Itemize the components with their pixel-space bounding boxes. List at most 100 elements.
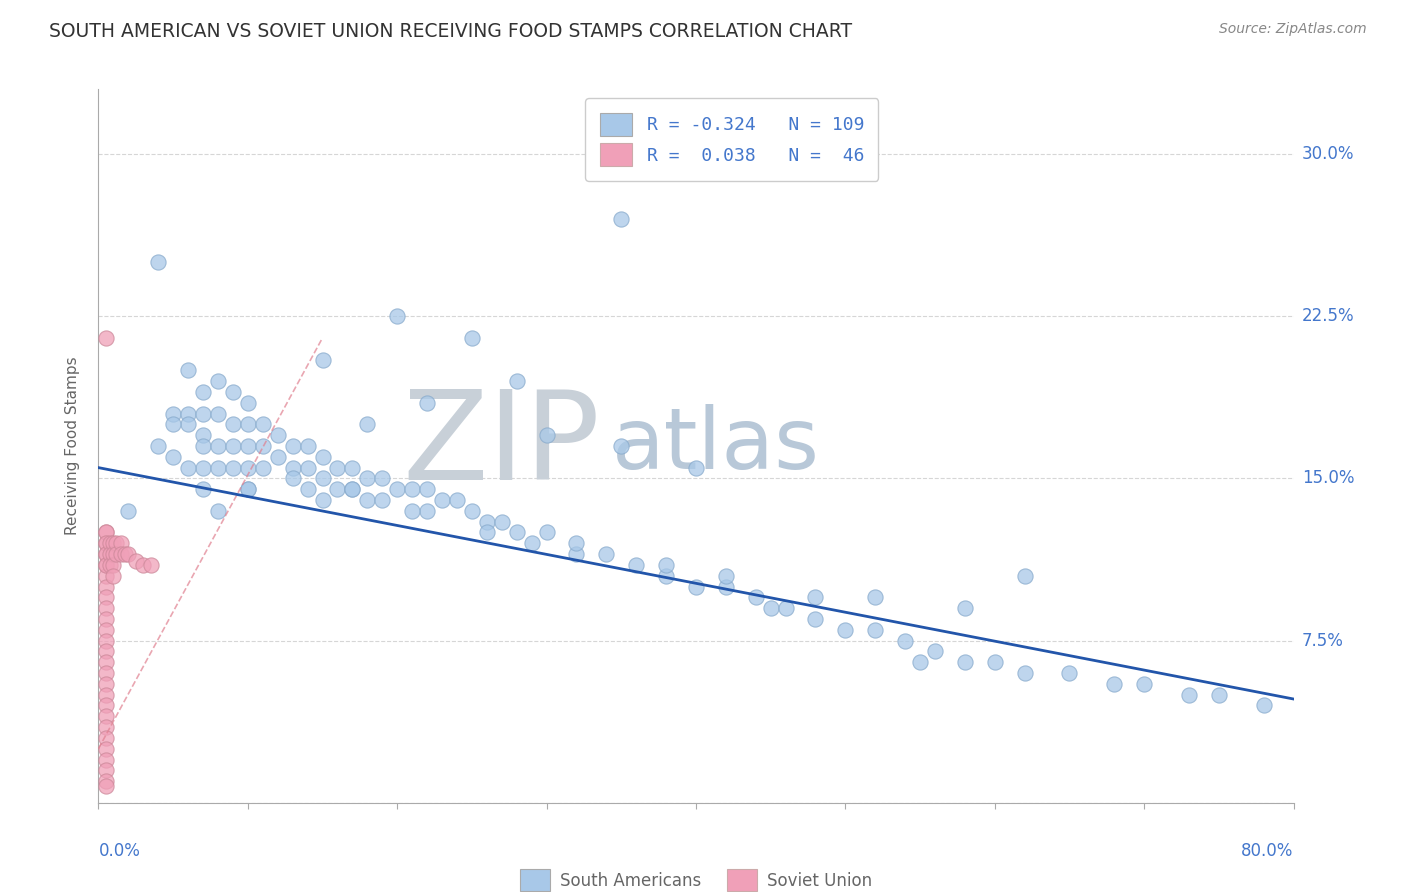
Point (98, 558, 122, 572)
Point (94, 779, 117, 793)
Point (610, 439, 633, 453)
Point (207, 407, 229, 421)
Text: 7.5%: 7.5% (1302, 632, 1344, 649)
Text: ZIP: ZIP (402, 385, 600, 507)
Point (125, 553, 148, 567)
Point (865, 623, 887, 637)
Point (162, 450, 184, 464)
Point (222, 439, 245, 453)
Point (94, 612, 117, 626)
Point (94, 633, 117, 648)
Point (565, 547, 588, 561)
Point (94, 623, 117, 637)
Point (461, 504, 484, 518)
Point (110, 547, 132, 561)
Point (191, 460, 214, 475)
Point (222, 460, 245, 475)
Point (685, 580, 707, 594)
Point (865, 591, 887, 605)
Point (177, 460, 200, 475)
Point (1253, 698, 1275, 713)
Point (94, 568, 117, 582)
Point (834, 623, 856, 637)
Point (252, 460, 274, 475)
Point (94, 536, 117, 550)
Point (401, 482, 423, 496)
Point (94, 688, 117, 702)
Point (745, 591, 768, 605)
Point (775, 601, 797, 615)
Point (94, 331, 117, 345)
Point (191, 439, 214, 453)
Point (356, 493, 378, 508)
Point (311, 471, 333, 485)
Point (326, 460, 349, 475)
Point (311, 493, 333, 508)
Point (103, 547, 125, 561)
Point (94, 774, 117, 789)
Point (385, 310, 409, 324)
Text: 30.0%: 30.0% (1302, 145, 1354, 163)
Point (281, 460, 304, 475)
Point (461, 331, 484, 345)
Text: 80.0%: 80.0% (1241, 842, 1294, 860)
Point (177, 417, 200, 432)
Point (94, 698, 117, 713)
Point (207, 439, 229, 453)
Point (1059, 666, 1081, 681)
Point (177, 363, 200, 377)
Point (506, 525, 529, 540)
Point (804, 612, 827, 626)
Point (117, 504, 139, 518)
Point (1178, 688, 1201, 702)
Point (565, 536, 588, 550)
Point (385, 482, 409, 496)
Point (105, 547, 128, 561)
Point (626, 558, 648, 572)
Point (117, 547, 139, 561)
Text: 0.0%: 0.0% (98, 842, 141, 860)
Point (475, 525, 498, 540)
Point (94, 720, 117, 734)
Point (804, 591, 827, 605)
Point (924, 644, 946, 658)
Point (371, 493, 394, 508)
Point (297, 482, 319, 496)
Point (281, 471, 304, 485)
Point (1014, 666, 1036, 681)
Legend: South Americans, Soviet Union: South Americans, Soviet Union (512, 861, 880, 892)
Point (342, 482, 364, 496)
Point (94, 558, 117, 572)
Point (595, 547, 617, 561)
Point (94, 591, 117, 605)
Point (416, 482, 439, 496)
Point (94, 677, 117, 691)
Point (610, 211, 633, 226)
Text: 15.0%: 15.0% (1302, 469, 1354, 487)
Point (1208, 688, 1230, 702)
Point (297, 439, 319, 453)
Point (105, 536, 128, 550)
Point (236, 482, 259, 496)
Point (94, 601, 117, 615)
Point (139, 558, 162, 572)
Point (894, 633, 917, 648)
Point (222, 384, 245, 399)
Point (506, 374, 529, 388)
Point (342, 460, 364, 475)
Point (236, 396, 259, 410)
Point (236, 482, 259, 496)
Point (252, 417, 274, 432)
Point (252, 439, 274, 453)
Point (177, 407, 200, 421)
Point (94, 709, 117, 723)
Point (655, 568, 678, 582)
Point (103, 558, 125, 572)
Point (416, 396, 439, 410)
Point (536, 428, 558, 442)
Point (356, 417, 378, 432)
Point (491, 515, 513, 529)
Point (267, 428, 290, 442)
Point (207, 504, 229, 518)
Point (685, 460, 707, 475)
